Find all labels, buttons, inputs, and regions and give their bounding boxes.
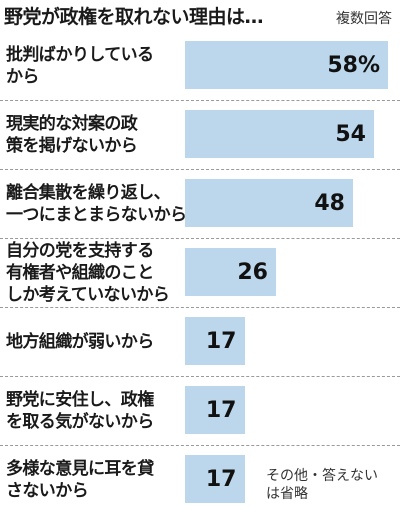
data-label: 17: [205, 397, 237, 423]
category-label-line: しか考えていないから: [6, 285, 170, 305]
bar-row: 批判ばかりしている から 58%: [0, 32, 400, 101]
category-label: 現実的な対案の政 策を掲げないから: [6, 101, 196, 169]
category-label-line: 多様な意見に耳を貸: [6, 459, 154, 479]
category-label-line: 一つにまとまらないから: [6, 205, 187, 225]
bar-row: 地方組織が弱いから 17: [0, 308, 400, 377]
data-label: 17: [205, 328, 237, 354]
category-label: 自分の党を支持する 有権者や組織のこと しか考えていないから: [6, 239, 196, 307]
category-label-line: 策を掲げないから: [6, 136, 138, 156]
category-label-line: 自分の党を支持する: [6, 241, 154, 261]
bar-row: 自分の党を支持する 有権者や組織のこと しか考えていないから 26: [0, 239, 400, 308]
data-label: 17: [205, 466, 237, 492]
chart-footnote: その他・答えない は省略: [266, 467, 378, 503]
chart-title: 野党が政権を取れない理由は…: [4, 6, 264, 28]
category-label-line: 地方組織が弱いから: [6, 332, 154, 352]
data-label: 54: [335, 121, 366, 147]
category-label-line: を取る気がないから: [6, 412, 154, 432]
category-label: 多様な意見に耳を貸 さないから: [6, 446, 196, 514]
category-label-line: 批判ばかりしている: [6, 45, 154, 65]
category-label: 批判ばかりしている から: [6, 32, 196, 100]
category-label-line: 有権者や組織のこと: [6, 263, 154, 283]
category-label-line: 現実的な対案の政: [6, 114, 138, 134]
category-label-line: から: [6, 67, 39, 87]
bar-row: 野党に安住し、政権 を取る気がないから 17: [0, 377, 400, 446]
category-label: 野党に安住し、政権 を取る気がないから: [6, 377, 196, 445]
bar: [185, 386, 245, 434]
category-label-line: 野党に安住し、政権: [6, 390, 154, 410]
footnote-line: その他・答えない: [266, 468, 378, 484]
category-label-line: 離合集散を繰り返し、: [6, 183, 171, 203]
bar-row: 離合集散を繰り返し、 一つにまとまらないから 48: [0, 170, 400, 239]
footnote-line: は省略: [266, 486, 308, 502]
bar: [185, 248, 276, 296]
category-label-line: さないから: [6, 481, 89, 501]
bar: [185, 41, 388, 89]
bar-row: 多様な意見に耳を貸 さないから 17: [0, 446, 400, 514]
chart-note: 複数回答: [336, 11, 392, 27]
category-label: 離合集散を繰り返し、 一つにまとまらないから: [6, 170, 196, 238]
bar-rows: 批判ばかりしている から 58% 現実的な対案の政 策を掲げないから 54 離合集散を繰り返…: [0, 32, 400, 514]
data-label: 48: [314, 190, 345, 216]
bar-row: 現実的な対案の政 策を掲げないから 54: [0, 101, 400, 170]
bar: [185, 179, 353, 227]
data-label: 58%: [327, 52, 380, 78]
category-label: 地方組織が弱いから: [6, 308, 196, 376]
bar: [185, 110, 374, 158]
bar: [185, 455, 245, 503]
data-label: 26: [237, 259, 268, 285]
bar: [185, 317, 245, 365]
